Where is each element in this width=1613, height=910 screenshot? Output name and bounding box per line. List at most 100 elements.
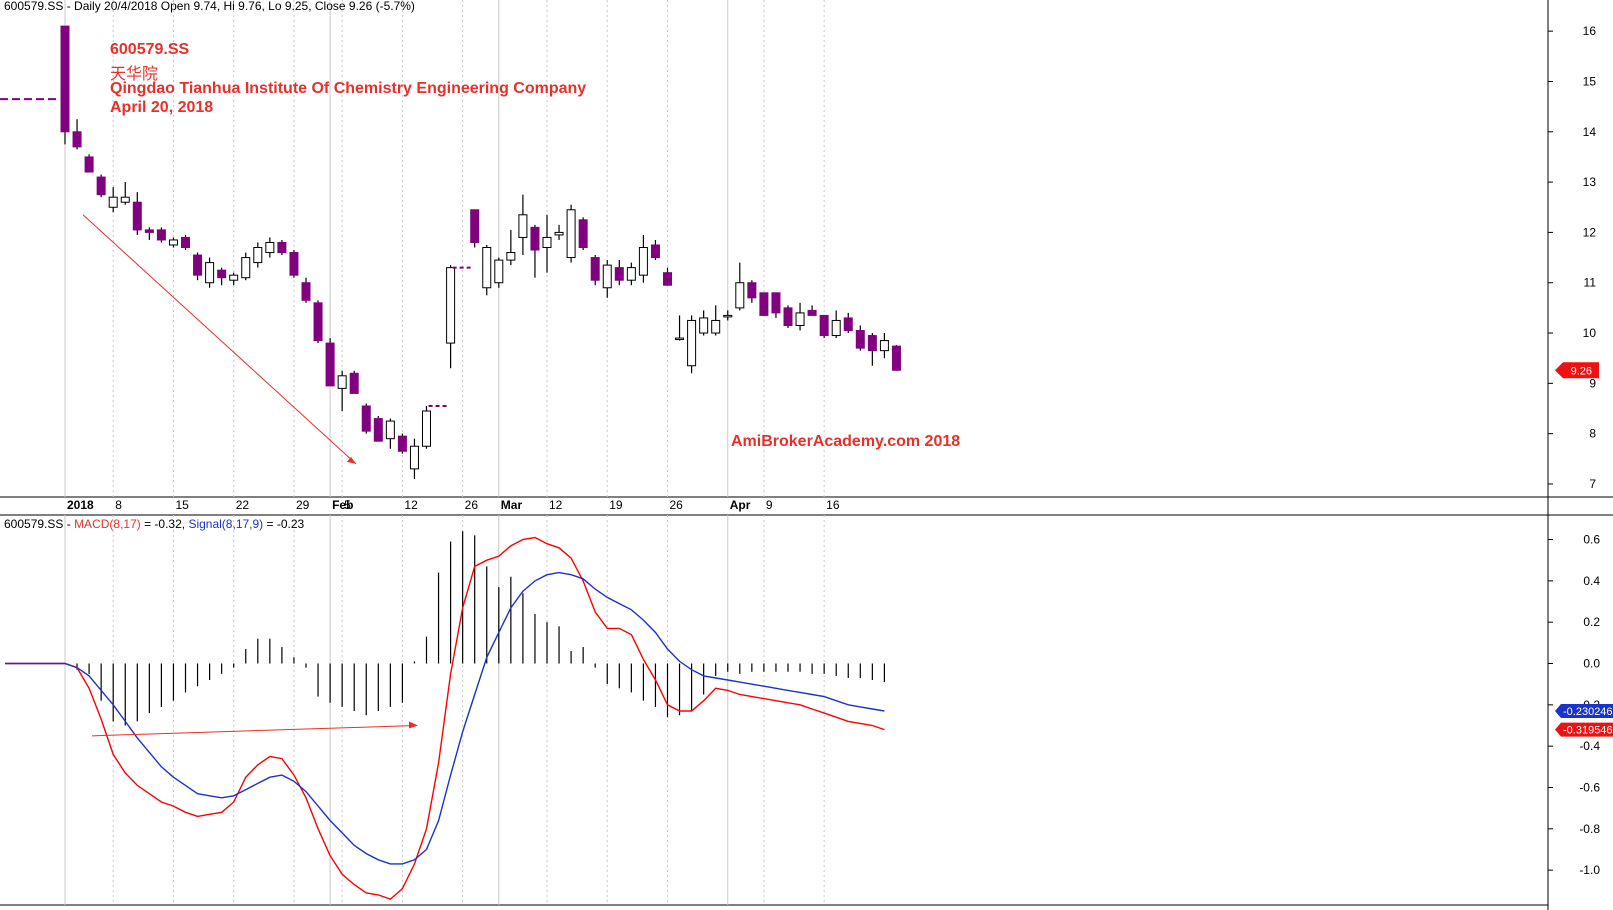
signal-end-label: -0.230246 — [1563, 706, 1613, 718]
candle-bear — [301, 282, 311, 301]
annotation-company: Qingdao Tianhua Institute Of Chemistry E… — [110, 80, 587, 97]
y-tick-label: 14 — [1583, 125, 1597, 139]
candle-bull — [626, 267, 636, 281]
candle-bull — [831, 319, 841, 337]
candle-bull — [518, 214, 528, 238]
candle-bear — [373, 418, 383, 442]
candle-bear — [349, 372, 359, 394]
candle-bear — [807, 309, 817, 316]
candle-bear — [855, 330, 865, 349]
candle-bull — [108, 196, 118, 208]
candle-bear — [867, 335, 877, 352]
candle-bear — [891, 345, 901, 371]
candle-bull — [168, 239, 178, 246]
candle-bull — [385, 420, 395, 440]
candle-bear — [84, 156, 94, 173]
candle-bull — [687, 319, 697, 367]
y-tick-label: -1.0 — [1579, 863, 1600, 877]
macd-name: MACD(8,17) — [74, 517, 141, 531]
candle-bear — [783, 307, 793, 326]
price-info-header: 600579.SS - Daily 20/4/2018 Open 9.74, H… — [4, 0, 415, 13]
x-tick-label: 12 — [404, 498, 418, 512]
macd-prefix: 600579.SS - — [4, 517, 75, 531]
y-tick-label: -0.6 — [1579, 780, 1600, 794]
arrow-line — [82, 214, 357, 465]
candle-bull — [229, 274, 239, 281]
macd-end-tag — [1555, 722, 1613, 737]
candle-bear — [771, 292, 781, 314]
candle-bear — [72, 131, 82, 148]
y-tick-label: 0.4 — [1583, 574, 1600, 588]
candle-bull — [120, 196, 130, 203]
candle-bear — [156, 229, 166, 241]
x-tick-label: 26 — [670, 498, 684, 512]
candle-bear — [614, 267, 624, 281]
candle-bear — [361, 405, 371, 432]
arrow-line — [91, 724, 417, 737]
x-tick-label: 16 — [826, 498, 840, 512]
candle-bear — [470, 209, 480, 243]
candle-bear — [843, 317, 853, 332]
candle-bear — [663, 272, 672, 286]
annotation-date: April 20, 2018 — [110, 99, 214, 116]
candle-bull — [554, 231, 564, 236]
signal-end-tag — [1555, 704, 1613, 719]
candle-bear — [144, 229, 154, 233]
last-price-label: 9.26 — [1571, 365, 1592, 377]
x-tick-label: 22 — [236, 498, 250, 512]
candle-bull — [253, 247, 263, 264]
candle-bull — [482, 247, 492, 289]
candle-bull — [602, 264, 612, 289]
x-tick-label: Feb — [332, 498, 353, 512]
candle-bull — [879, 340, 889, 352]
candles — [60, 25, 901, 479]
candle-bear — [819, 314, 829, 337]
candle-bull — [409, 445, 419, 470]
signal-line — [4, 571, 885, 865]
candle-bear — [397, 435, 407, 452]
macd-divergence-arrow — [91, 721, 418, 737]
candle-bear — [759, 292, 769, 316]
y-tick-label: 12 — [1583, 225, 1597, 239]
y-tick-label: 8 — [1589, 427, 1596, 441]
y-tick-label: 9 — [1589, 376, 1596, 390]
annotation-ticker: 600579.SS — [110, 41, 190, 58]
x-tick-label: 5 — [344, 498, 351, 512]
arrow-head — [409, 721, 418, 729]
candle-bear — [325, 342, 335, 387]
macd-end-label: -0.319546 — [1563, 725, 1613, 737]
candle-bull — [638, 247, 648, 276]
x-tick-label: 29 — [296, 498, 310, 512]
candle-bull — [723, 314, 733, 318]
macd-value: = -0.32, — [140, 517, 189, 531]
y-tick-label: 10 — [1583, 326, 1597, 340]
x-tick-label: 12 — [549, 498, 563, 512]
y-tick-label: 15 — [1583, 74, 1597, 88]
x-tick-label: 19 — [609, 498, 623, 512]
y-tick-label: 0.6 — [1583, 533, 1600, 547]
macd-histogram — [76, 531, 886, 726]
y-tick-label: 11 — [1584, 276, 1597, 290]
candle-bear — [217, 269, 227, 279]
annotation-chinese-name: 天华院 — [110, 66, 159, 83]
x-tick-label: 2018 — [67, 498, 94, 512]
candle-bear — [590, 257, 600, 281]
candle-bear — [747, 282, 757, 299]
x-tick-label: 8 — [115, 498, 122, 512]
x-tick-label: Mar — [501, 498, 523, 512]
x-tick-label: 9 — [766, 498, 773, 512]
arrow-head — [347, 456, 356, 464]
y-tick-label: -0.4 — [1579, 739, 1600, 753]
y-tick-label: 7 — [1589, 477, 1596, 491]
candle-bear — [60, 25, 70, 133]
candle-bear — [313, 302, 323, 342]
candle-bull — [699, 317, 709, 334]
y-tick-label: 13 — [1583, 175, 1597, 189]
y-tick-label: 16 — [1583, 24, 1597, 38]
y-tick-label: 0.2 — [1583, 615, 1600, 629]
candle-bull — [711, 319, 721, 334]
candle-bull — [265, 241, 275, 254]
y-tick-label: -0.8 — [1579, 822, 1600, 836]
candle-bear — [96, 176, 106, 196]
candle-bear — [650, 244, 660, 259]
